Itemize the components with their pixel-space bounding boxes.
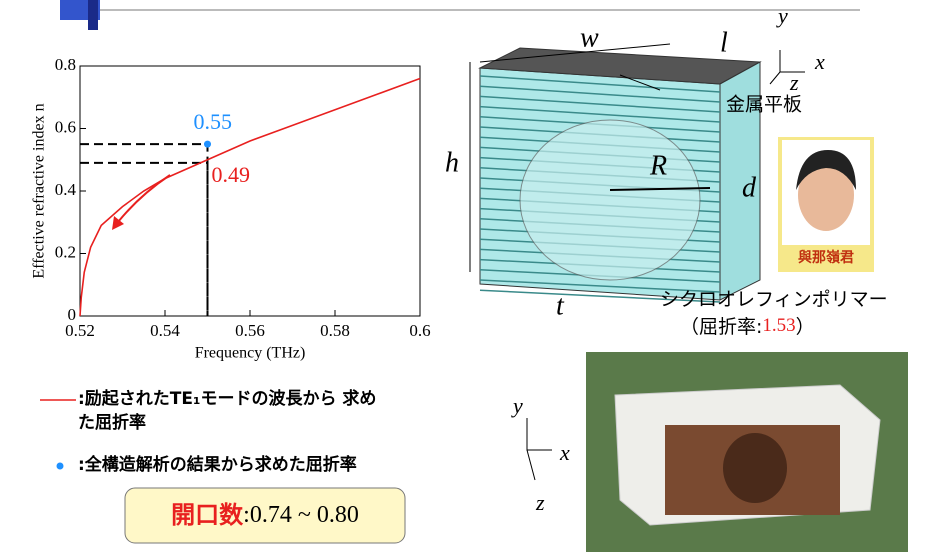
legend-item: :励起されたTE₁モードの波長から 求めた屈折率: [78, 387, 498, 443]
label-h: h: [445, 147, 459, 178]
label-t: t: [556, 290, 565, 321]
y-label: Effective refractive index n: [31, 103, 48, 278]
guide-line: [80, 163, 208, 316]
index-value: 1.53: [762, 315, 795, 336]
axis-z: z: [535, 490, 545, 515]
axis-z: z: [789, 70, 799, 95]
photo-hole: [723, 433, 787, 503]
y-tick-label: 0: [68, 305, 77, 324]
x-tick-label: 0.58: [320, 321, 350, 340]
label-polymer: シクロオレフィンポリマー: [660, 289, 888, 311]
axis-x: x: [814, 49, 825, 74]
label-d: d: [742, 172, 757, 203]
axis-y: y: [511, 393, 523, 418]
index-prefix: （屈折率:: [680, 316, 762, 338]
point: [204, 141, 211, 148]
y-tick-label: 0.8: [55, 55, 76, 74]
axis-x: x: [559, 440, 570, 465]
y-tick-label: 0.4: [55, 180, 77, 199]
x-tick-label: 0.54: [150, 321, 180, 340]
curve: [80, 79, 420, 317]
structure: [470, 44, 760, 302]
legend-text: :励起されたTE₁モードの波長から 求めた屈折率: [78, 387, 378, 435]
deco: [88, 0, 98, 30]
label-R: R: [649, 150, 667, 181]
axis-y: y: [776, 3, 788, 28]
guide-label: 0.49: [212, 162, 251, 187]
label-index: （屈折率:1.53）: [680, 315, 815, 337]
label-plate: 金属平板: [726, 94, 802, 116]
plot-frame: [80, 66, 420, 316]
y-tick-label: 0.2: [55, 242, 76, 261]
index-suffix: ）: [796, 316, 815, 338]
label-l: l: [720, 27, 728, 58]
legend-item: :全構造解析の結果から求めた屈折率: [78, 453, 498, 509]
person-name: 與那嶺君: [798, 249, 854, 266]
x-tick-label: 0.56: [235, 321, 265, 340]
point-label: 0.55: [194, 109, 233, 134]
label-w: w: [580, 22, 599, 53]
legend-text: :全構造解析の結果から求めた屈折率: [78, 453, 498, 477]
x-tick-label: 0.6: [409, 321, 430, 340]
y-tick-label: 0.6: [55, 117, 76, 136]
x-label: Frequency (THz): [195, 345, 306, 362]
slide: Frequency (THz) Effective refractive ind…: [0, 0, 948, 560]
arrow: [118, 175, 170, 222]
legend-dot: [57, 463, 64, 470]
